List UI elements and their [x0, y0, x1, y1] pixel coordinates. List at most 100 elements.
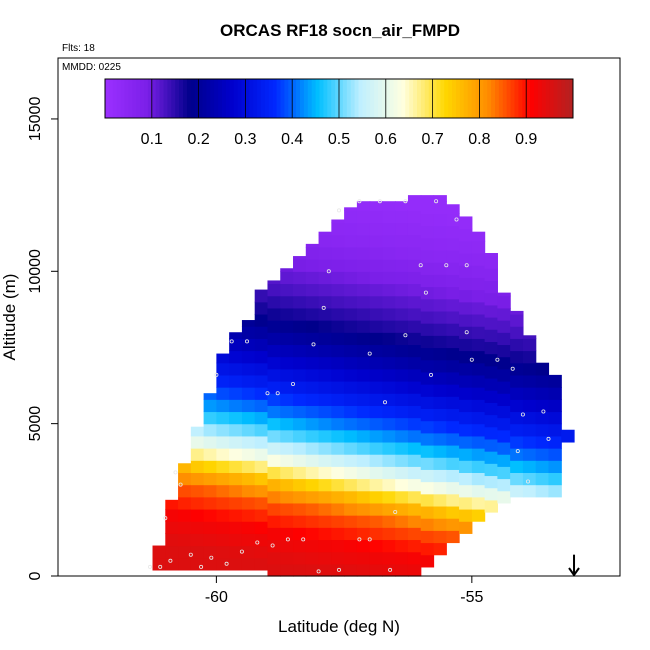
heatmap-cell [190, 484, 205, 498]
heatmap-cell [369, 502, 384, 516]
heatmap-cell [510, 423, 524, 437]
heatmap-cell [420, 432, 435, 446]
heatmap-cell [548, 435, 562, 449]
heatmap-cell [382, 222, 396, 236]
colorbar-segment [237, 79, 242, 118]
heatmap-cell [484, 317, 498, 330]
heatmap-cell [497, 441, 511, 455]
heatmap-cell [407, 195, 422, 199]
heatmap-cell [241, 472, 256, 486]
heatmap-cell [305, 527, 320, 541]
heatmap-cell [369, 454, 384, 467]
heatmap-cell [395, 271, 409, 285]
heatmap-cell [356, 527, 371, 541]
heatmap-cell [331, 320, 345, 333]
heatmap-cell [382, 332, 396, 346]
heatmap-cell [446, 371, 460, 385]
colorbar-segment [479, 79, 484, 118]
heatmap-cell [459, 228, 473, 242]
heatmap-cell [216, 387, 230, 400]
heatmap-cell [382, 539, 396, 553]
heatmap-cell [344, 332, 358, 346]
heatmap-cell [267, 466, 281, 480]
colorbar-segment [545, 79, 551, 118]
sample-point [403, 199, 408, 204]
heatmap-cell [241, 374, 256, 388]
heatmap-cell [420, 213, 435, 227]
colorbar-segment [362, 79, 367, 118]
heatmap-cell [356, 307, 371, 321]
heatmap-cell [216, 496, 230, 510]
heatmap-cell [305, 454, 320, 467]
colorbar-segment [502, 79, 508, 118]
heatmap-cell [535, 460, 550, 473]
heatmap-cell [446, 298, 460, 312]
heatmap-cell [356, 441, 371, 455]
heatmap-cell [190, 448, 205, 461]
sample-point [270, 543, 275, 548]
heatmap-cell [229, 399, 243, 413]
heatmap-cell [433, 286, 447, 300]
colorbar-segment [233, 79, 239, 118]
sample-point [464, 263, 469, 268]
heatmap-cell [522, 448, 537, 461]
heatmap-cell [293, 466, 307, 480]
heatmap-cell [446, 225, 460, 239]
colorbar-segment [346, 79, 352, 118]
heatmap-cell [433, 249, 447, 263]
heatmap-cell [241, 484, 256, 498]
heatmap-cell [254, 423, 269, 437]
heatmap-cell [305, 417, 320, 431]
heatmap-cell [548, 411, 562, 425]
heatmap-cell [267, 280, 281, 285]
heatmap-cell [152, 545, 166, 559]
colorbar-segment [389, 79, 395, 118]
heatmap-cell [395, 441, 409, 455]
colorbar-segment [167, 79, 172, 118]
heatmap-cell [407, 393, 422, 406]
heatmap-cell [459, 472, 473, 486]
heatmap-cell [254, 460, 269, 473]
heatmap-cell [497, 429, 511, 443]
colorbar-segment [350, 79, 356, 118]
heatmap-cell [420, 371, 435, 385]
x-tick-label: -60 [205, 589, 228, 606]
heatmap-cell [369, 332, 384, 346]
heatmap-cell [369, 246, 384, 260]
heatmap-cell [471, 313, 486, 327]
heatmap-cell [446, 323, 460, 336]
heatmap-cell [420, 249, 435, 263]
heatmap-cell [510, 310, 524, 315]
heatmap-cell [254, 387, 269, 400]
sample-point [244, 339, 249, 344]
heatmap-cell [395, 563, 409, 577]
sample-point [428, 372, 433, 377]
heatmap-cell [229, 362, 243, 376]
heatmap-cell [433, 195, 447, 202]
sample-point [321, 305, 326, 310]
heatmap-cell [446, 505, 460, 519]
heatmap-cell [293, 271, 307, 285]
colorbar-segment [491, 79, 496, 118]
sample-point [464, 330, 469, 335]
heatmap-cell [369, 515, 384, 528]
heatmap-cell [535, 423, 550, 437]
colorbar-segment [206, 79, 211, 118]
heatmap-cell [369, 417, 384, 431]
heatmap-cell [459, 435, 473, 449]
heatmap-cell [433, 213, 447, 227]
heatmap-cell [471, 289, 486, 303]
heatmap-cell [459, 216, 473, 230]
heatmap-cell [356, 210, 371, 224]
heatmap-cell [293, 332, 307, 346]
colorbar-segment [569, 79, 574, 118]
heatmap-cell [190, 508, 205, 522]
heatmap-cell [331, 405, 345, 419]
heatmap-cell [331, 332, 345, 346]
heatmap-cell [254, 350, 269, 364]
heatmap-cell [331, 429, 345, 443]
colorbar-segment [514, 79, 519, 118]
heatmap-cell [152, 557, 166, 571]
colorbar-segment [147, 79, 153, 118]
heatmap-cell [369, 271, 384, 285]
